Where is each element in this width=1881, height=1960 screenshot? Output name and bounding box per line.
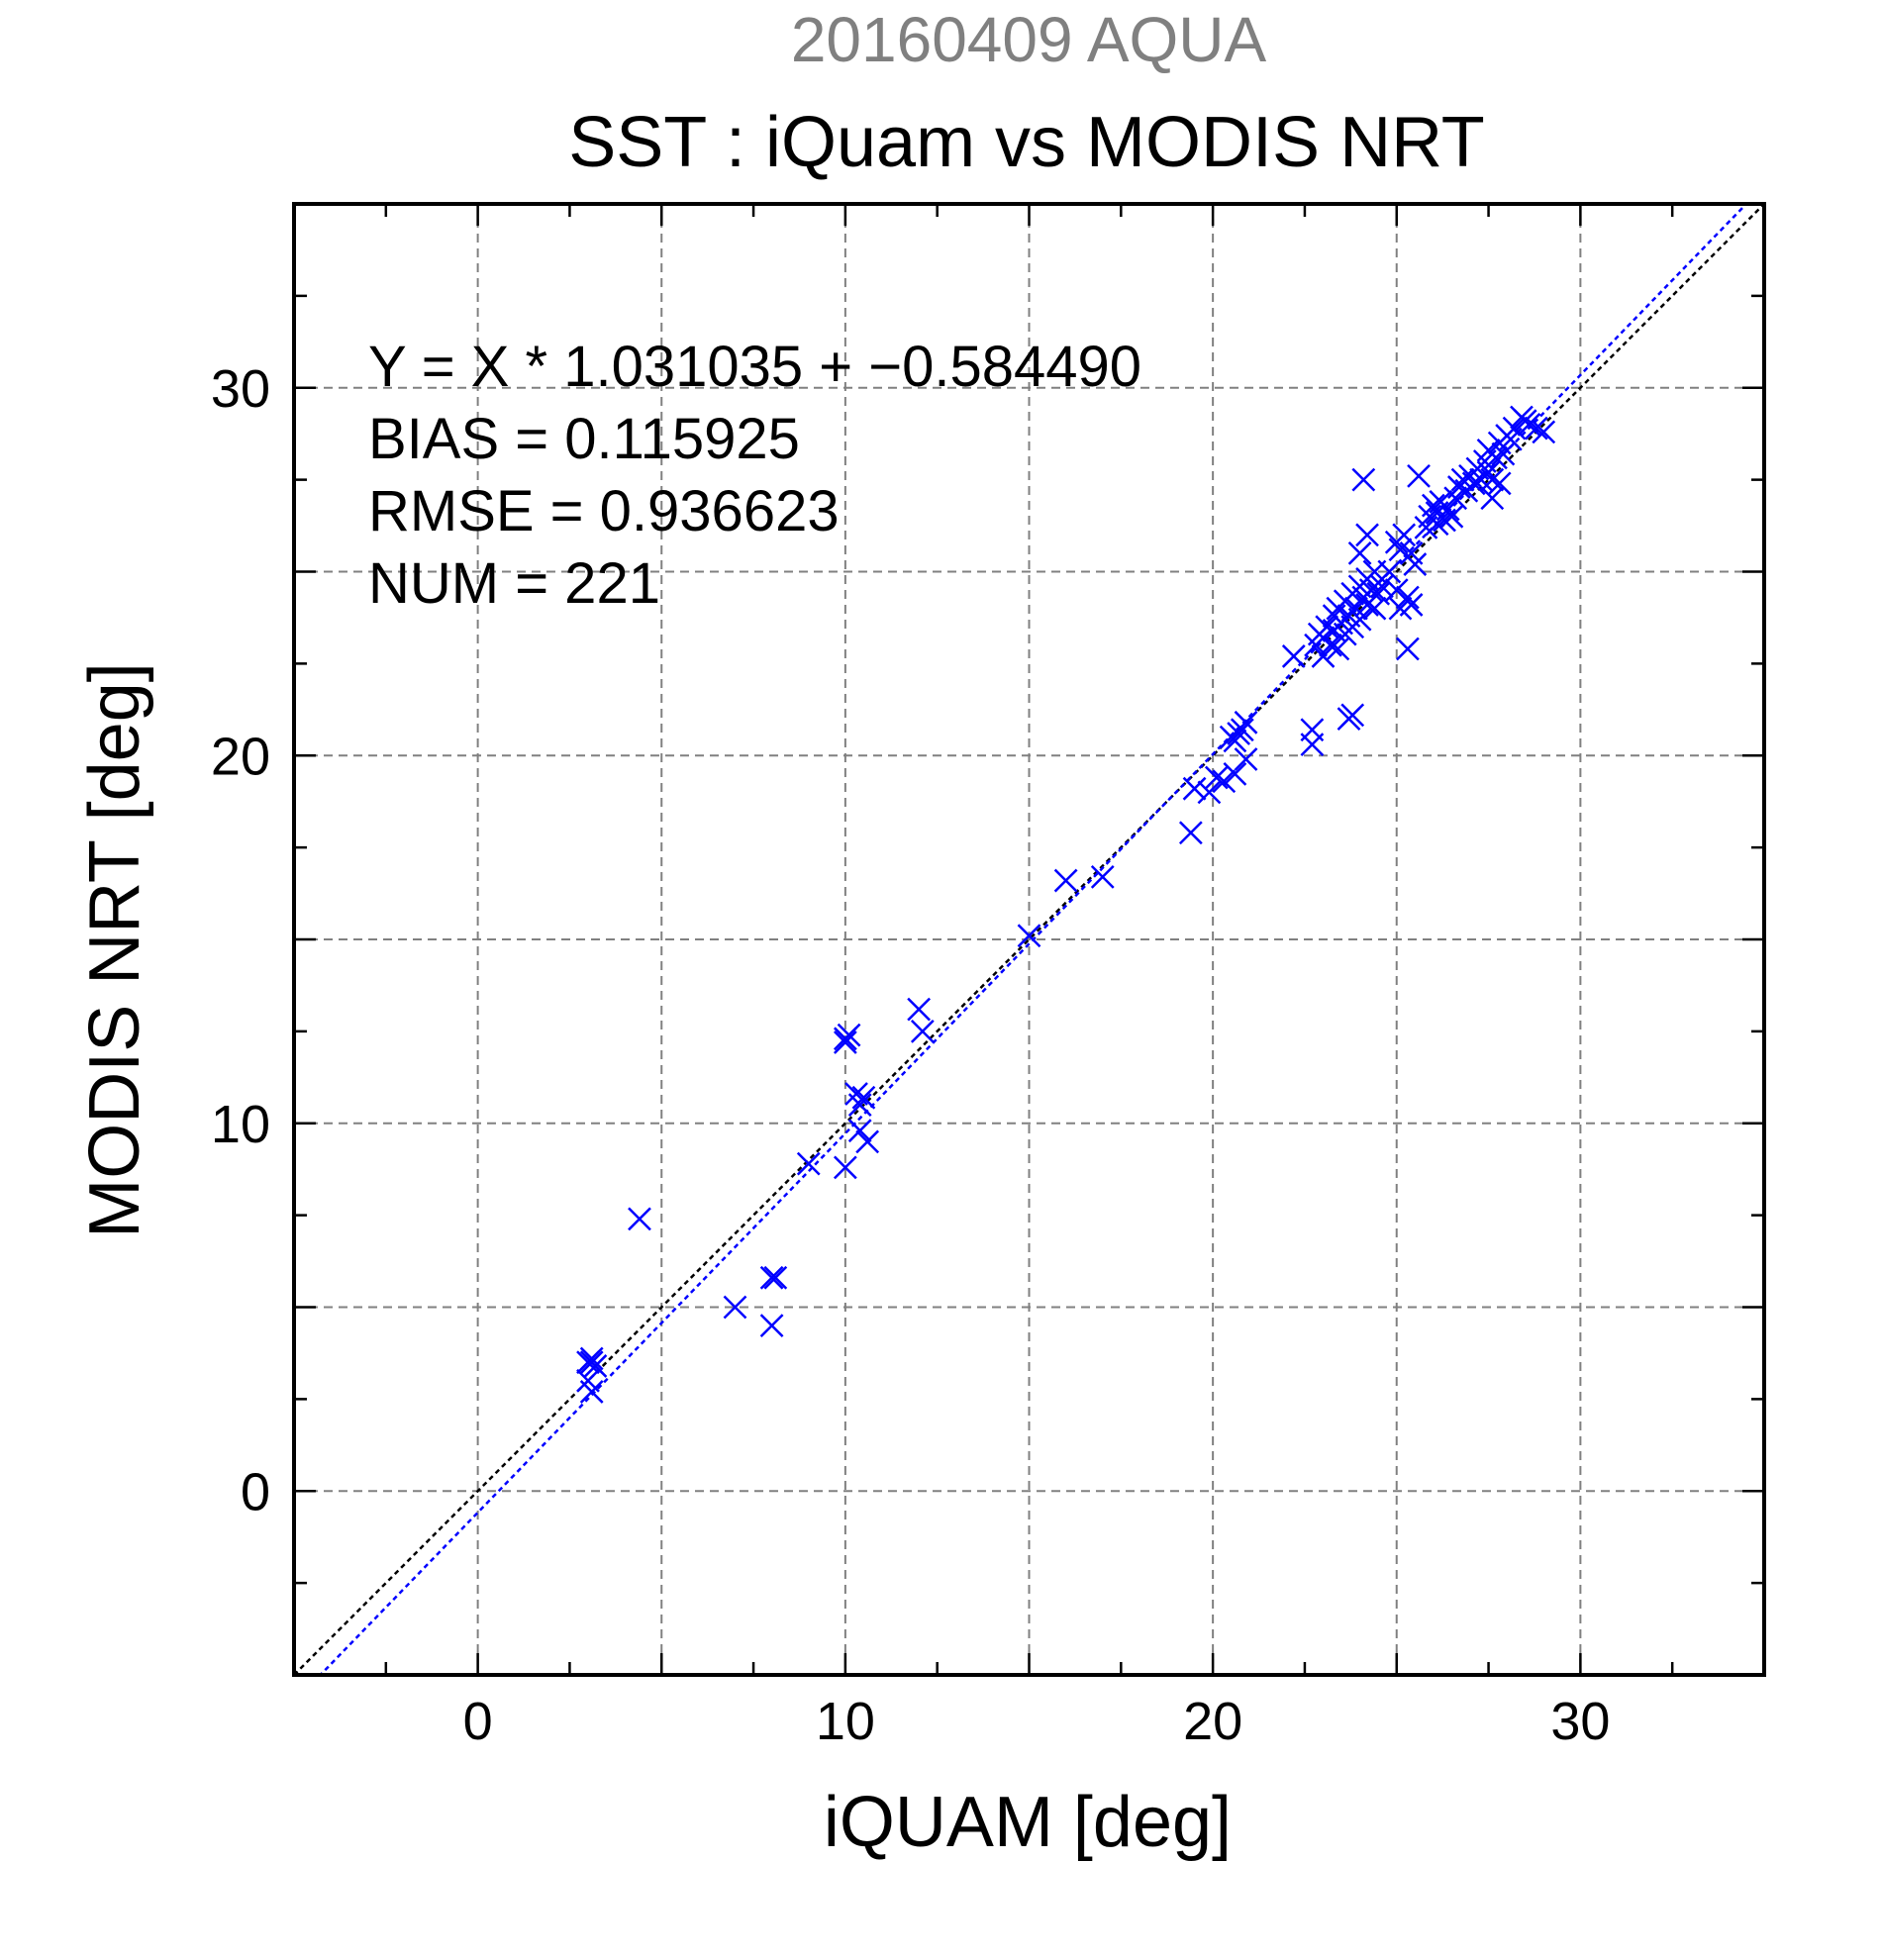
data-point-marker (1370, 574, 1394, 599)
data-point-marker (1502, 416, 1527, 441)
data-point-marker (1480, 486, 1505, 511)
stats-line: BIAS = 0.115925 (368, 407, 800, 471)
data-point-marker (1355, 523, 1379, 547)
data-point-marker (855, 1129, 880, 1154)
data-point-marker (763, 1265, 788, 1290)
data-point-marker (1377, 559, 1402, 584)
data-point-marker (837, 1023, 861, 1047)
data-point-marker (723, 1295, 747, 1320)
x-tick-label: 20 (1183, 1692, 1242, 1751)
data-point-marker (1319, 633, 1342, 657)
data-point-marker (1461, 471, 1486, 496)
data-point-marker (1366, 581, 1391, 606)
data-point-marker (1517, 413, 1541, 437)
x-tick-label: 10 (816, 1692, 875, 1751)
regression-fit-line (318, 204, 1748, 1675)
data-point-marker (583, 1354, 608, 1378)
data-point-marker (579, 1346, 604, 1371)
data-point-marker (1230, 718, 1254, 742)
y-tick-label: 20 (211, 727, 270, 786)
data-point-marker (1399, 593, 1424, 617)
data-point-marker (833, 1030, 857, 1054)
data-point-marker (1315, 615, 1339, 639)
chart-supertitle: 20160409 AQUA (791, 4, 1267, 75)
data-point-marker (833, 1155, 857, 1180)
data-point-marker (1487, 471, 1512, 496)
data-point-marker (579, 1380, 604, 1404)
data-point-marker (1281, 644, 1306, 668)
data-point-marker (1182, 776, 1207, 801)
data-point-marker (1421, 493, 1445, 518)
data-point-marker (910, 1019, 935, 1043)
data-point-marker (1491, 441, 1516, 466)
x-axis-title: iQUAM [deg] (824, 1783, 1232, 1862)
x-tick-label: 0 (463, 1692, 493, 1751)
data-point-marker (1351, 467, 1376, 492)
data-point-marker (1326, 637, 1350, 661)
data-point-marker (628, 1207, 651, 1231)
data-point-marker (1399, 541, 1424, 565)
chart-title: SST : iQuam vs MODIS NRT (568, 103, 1485, 182)
data-point-marker (1017, 924, 1041, 948)
data-point-marker (1090, 864, 1115, 889)
data-point-marker (847, 1093, 872, 1118)
y-tick-label: 30 (211, 359, 270, 419)
data-point-marker (1234, 710, 1258, 735)
data-point-marker (1223, 729, 1247, 753)
data-point-marker (1480, 467, 1505, 492)
data-point-marker (1053, 868, 1078, 893)
data-point-marker (796, 1151, 821, 1176)
data-point-marker (847, 1119, 872, 1143)
data-point-marker (907, 997, 932, 1022)
data-point-marker (759, 1265, 784, 1290)
data-point-marker (1234, 747, 1258, 771)
data-point-marker (759, 1314, 784, 1337)
data-point-marker (1484, 445, 1508, 470)
axis-ticks: 0 10 20 30 0 10 20 30 (211, 202, 1766, 1751)
data-point-marker (1392, 523, 1417, 547)
data-point-marker (1396, 585, 1420, 610)
data-point-marker (1204, 765, 1229, 790)
data-point-marker (1223, 761, 1247, 786)
stats-annotation: Y = X * 1.031035 + −0.584490 BIAS = 0.115… (368, 335, 1141, 616)
grid (294, 204, 1764, 1675)
data-point-marker (1347, 541, 1372, 565)
data-points (576, 405, 1556, 1404)
data-point-marker (1524, 416, 1548, 441)
data-point-marker (1300, 733, 1325, 756)
data-point-marker (1212, 769, 1237, 794)
y-tick-label: 10 (211, 1095, 270, 1154)
data-point-marker (1362, 596, 1387, 621)
data-point-marker (1425, 512, 1449, 537)
data-point-marker (1347, 607, 1372, 632)
data-point-marker (1197, 780, 1222, 805)
y-tick-label: 0 (241, 1462, 270, 1521)
data-point-marker (1311, 644, 1336, 668)
data-point-marker (1396, 637, 1420, 661)
data-point-marker (1407, 464, 1431, 488)
x-tick-label: 30 (1550, 1692, 1610, 1751)
stats-line: Y = X * 1.031035 + −0.584490 (368, 335, 1141, 399)
data-point-marker (1439, 504, 1464, 529)
data-point-marker (1340, 703, 1365, 728)
data-point-marker (851, 1085, 876, 1110)
y-axis-title: MODIS NRT [deg] (75, 662, 154, 1238)
data-point-marker (1436, 497, 1460, 522)
data-point-marker (1178, 821, 1203, 845)
stats-line: NUM = 221 (368, 551, 660, 616)
stats-line: RMSE = 0.936623 (368, 479, 840, 543)
data-point-marker (1532, 420, 1556, 444)
